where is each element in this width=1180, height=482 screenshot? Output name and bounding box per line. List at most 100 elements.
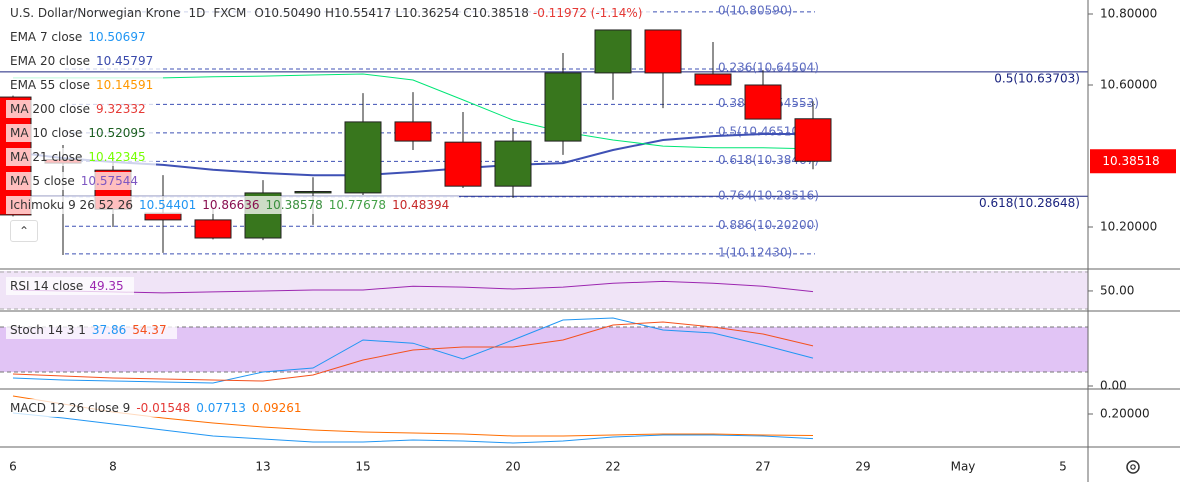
fib-label: 0.764(10.28516): [718, 188, 819, 202]
indicator-name: EMA 55 close: [10, 78, 90, 92]
indicator-legend: MA 5 close 10.57544: [6, 172, 148, 190]
indicator-value: 10.52095: [88, 126, 146, 140]
candle-body: [794, 118, 832, 162]
y-tick-label: 50.00: [1100, 283, 1134, 297]
pane-title: MACD 12 26 close 9: [10, 401, 131, 415]
indicator-row: Ichimoku 9 26 52 26 10.54401 10.86636 10.38…: [6, 196, 460, 214]
gear-hub: [1130, 464, 1136, 470]
indicator-row: MA 10 close 10.52095: [6, 124, 156, 142]
indicator-legend: EMA 55 close 10.14591: [6, 76, 164, 94]
indicator-value: 10.50697: [88, 30, 146, 44]
pane-legend-row: MACD 12 26 close 9 -0.01548 0.07713 0.09261: [6, 399, 312, 417]
fib-label: 0.236(10.64504): [718, 61, 819, 75]
header-title: U.S. Dollar/Norwegian Krone: [10, 6, 181, 20]
indicator-value: 10.77678: [328, 198, 387, 212]
fib-label: 0.5(10.63703): [994, 71, 1080, 85]
pane-legend: MACD 12 26 close 9 -0.01548 0.07713 0.09261: [6, 399, 312, 417]
indicator-value: 10.38578: [265, 198, 323, 212]
indicator-value: 10.86636: [202, 198, 260, 212]
fib-label: 0.618(10.28648): [979, 196, 1080, 210]
indicator-line: [12, 280, 814, 294]
candle-body: [144, 212, 182, 221]
candle-body: [644, 29, 682, 74]
indicator-name: EMA 7 close: [10, 30, 83, 44]
indicator-name: MA 5 close: [10, 174, 75, 188]
indicator-name: MA 200 close: [10, 102, 91, 116]
x-tick-label: 15: [355, 460, 370, 474]
fib-label: 0(10.80590): [718, 3, 792, 17]
x-tick-label: 27: [755, 460, 770, 474]
header-source: FXCM: [213, 6, 247, 20]
candle-body: [294, 190, 332, 194]
x-tick-label: 20: [505, 460, 520, 474]
x-tick-label: May: [951, 460, 976, 474]
candle-body: [394, 121, 432, 142]
indicator-legend: EMA 7 close 10.50697: [6, 28, 156, 46]
indicator-legend: Ichimoku 9 26 52 26 10.54401 10.86636 10.38…: [6, 196, 460, 214]
indicator-value: 10.54401: [139, 198, 197, 212]
price-badge: [1090, 149, 1176, 174]
y-tick-label: 0.00: [1100, 379, 1127, 393]
ohlc-label: C10.38518: [463, 6, 529, 20]
x-tick-label: 8: [109, 460, 117, 474]
candle-body: [494, 140, 532, 187]
fib-label: 1(10.12430): [718, 245, 792, 259]
candle-body: [544, 72, 582, 142]
indicator-line: [12, 317, 814, 384]
indicator-legend: MA 200 close 9.32332: [6, 100, 156, 118]
y-tick-label: 10.60000: [1100, 77, 1157, 91]
indicator-name: Ichimoku 9 26 52 26: [10, 198, 133, 212]
indicator-value: 10.45797: [95, 54, 154, 68]
gear-ring: [1126, 460, 1140, 474]
ohlc-label: O10.50490: [254, 6, 322, 20]
stoch-band: [0, 327, 1088, 372]
indicator-value: 10.48394: [392, 198, 450, 212]
candle-body: [444, 141, 482, 187]
fib-label: 0.886(10.20200): [718, 218, 819, 232]
chart-header: U.S. Dollar/Norwegian Krone 1D FXCM O10.504…: [6, 4, 653, 22]
candle-body: [594, 29, 632, 74]
header-interval: 1D: [188, 6, 206, 20]
candle-body: [694, 73, 732, 86]
ohlc-label: L10.36254: [395, 6, 460, 20]
y-tick-label: 10.20000: [1100, 219, 1157, 233]
x-tick-label: 13: [255, 460, 270, 474]
candle-body: [344, 121, 382, 194]
histogram-value: -0.01548: [136, 401, 191, 415]
pane-value: 0.09261: [251, 401, 302, 415]
pane-legend-row: RSI 14 close 49.35: [6, 277, 134, 295]
indicator-row: MA 21 close 10.42345: [6, 148, 156, 166]
header-row: U.S. Dollar/Norwegian Krone 1D FXCM O10.504…: [6, 4, 653, 22]
indicator-value: 10.57544: [80, 174, 138, 188]
y-tick-label: 10.80000: [1100, 6, 1157, 20]
indicator-name: MA 21 close: [10, 150, 83, 164]
pane-value: 49.35: [89, 279, 124, 293]
indicator-line: [12, 412, 814, 444]
candle-body: [744, 84, 782, 120]
pane-legend: RSI 14 close 49.35: [6, 277, 134, 295]
ohlc-label: H10.55417: [325, 6, 392, 20]
indicator-legend: MA 10 close 10.52095: [6, 124, 156, 142]
x-tick-label: 6: [9, 460, 17, 474]
indicator-legend: MA 21 close 10.42345: [6, 148, 156, 166]
x-tick-label: 29: [855, 460, 870, 474]
indicator-name: MA 10 close: [10, 126, 83, 140]
price-badge-label: 10.38518: [1102, 154, 1159, 168]
rsi-band: [0, 271, 1088, 309]
collapse-legend-button[interactable]: ⌃: [10, 220, 38, 242]
pane-value: 54.37: [132, 323, 167, 337]
indicator-line: [12, 321, 814, 382]
settings-icon[interactable]: [1126, 460, 1140, 474]
pane-legend: Stoch 14 3 1 37.86 54.37: [6, 321, 177, 339]
pane-value: 0.07713: [196, 401, 246, 415]
x-tick-label: 22: [605, 460, 620, 474]
pane-value: 37.86: [91, 323, 127, 337]
indicator-legend: EMA 20 close 10.45797: [6, 52, 164, 70]
indicator-row: EMA 20 close 10.45797: [6, 52, 164, 70]
indicator-name: EMA 20 close: [10, 54, 90, 68]
indicator-row: EMA 55 close 10.14591: [6, 76, 164, 94]
indicator-row: EMA 7 close 10.50697: [6, 28, 156, 46]
candle-body: [194, 219, 232, 239]
